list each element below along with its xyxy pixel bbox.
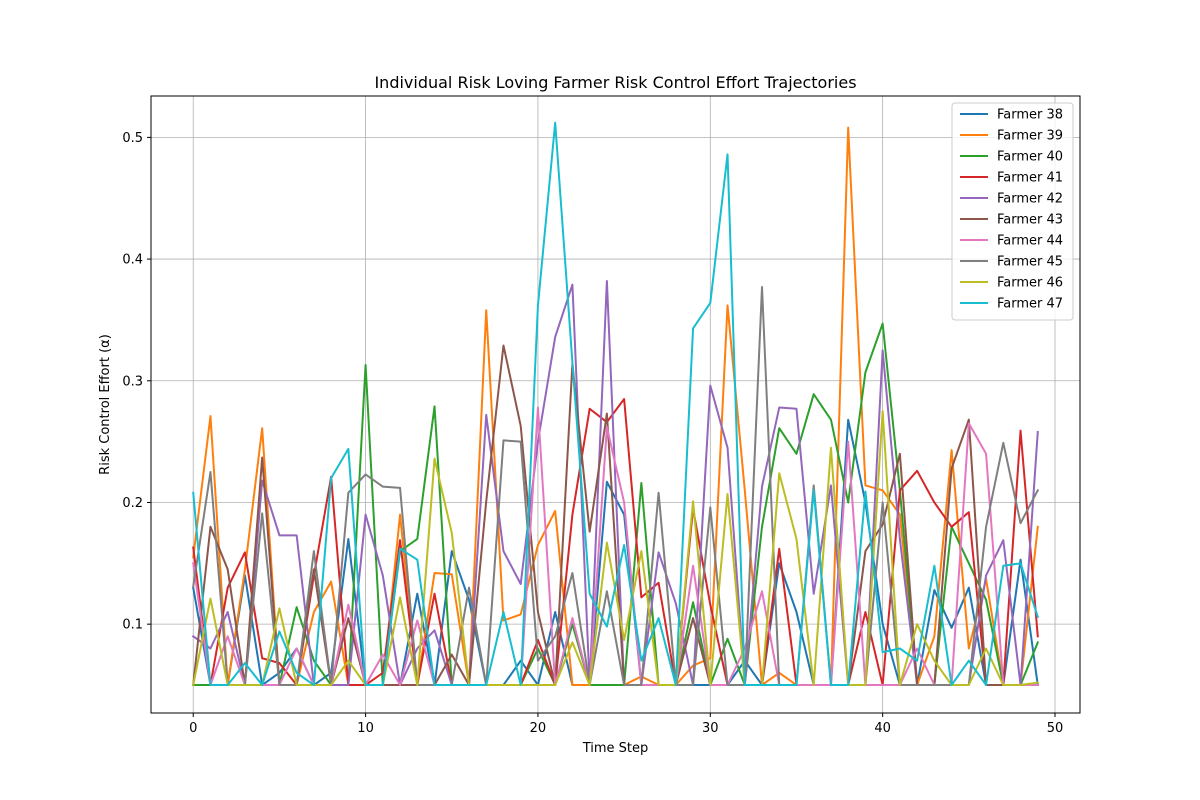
- series-line-farmer-41: [192, 398, 1039, 687]
- legend-label: Farmer 38: [997, 108, 1063, 123]
- y-tick-label: 0.2: [122, 496, 143, 511]
- legend-label: Farmer 46: [997, 276, 1063, 291]
- x-tick-label: 0: [189, 721, 197, 736]
- x-axis-label: Time Step: [582, 741, 649, 756]
- y-tick-label: 0.4: [122, 253, 143, 268]
- series-line-farmer-46: [192, 410, 1039, 687]
- y-tick-label: 0.1: [122, 618, 143, 633]
- x-tick-label: 10: [357, 721, 374, 736]
- legend-label: Farmer 44: [997, 234, 1063, 249]
- y-tick-label: 0.3: [122, 374, 143, 389]
- series-line-farmer-42: [191, 279, 1039, 687]
- legend-label: Farmer 42: [997, 192, 1063, 207]
- legend-label: Farmer 39: [997, 129, 1063, 144]
- x-tick-label: 50: [1047, 721, 1064, 736]
- legend: Farmer 38 Farmer 39 Farmer 40 Farmer 41 Farm…: [951, 102, 1074, 321]
- series-line-farmer-44: [192, 406, 1039, 687]
- legend-label: Farmer 41: [997, 171, 1063, 186]
- chart-title: Individual Risk Loving Farmer Risk Contr…: [374, 73, 856, 92]
- series-line-farmer-47: [192, 121, 1040, 687]
- y-tick-label: 0.5: [122, 131, 143, 146]
- legend-label: Farmer 47: [997, 297, 1063, 312]
- legend-box: [951, 102, 1074, 321]
- grid: [151, 96, 1080, 713]
- x-tick-label: 40: [874, 721, 891, 736]
- series-lines: [191, 121, 1040, 687]
- legend-label: Farmer 45: [997, 255, 1063, 270]
- y-axis-label: Risk Control Effort (α): [98, 334, 113, 475]
- x-tick-label: 30: [702, 721, 719, 736]
- x-tick-label: 20: [530, 721, 547, 736]
- legend-label: Farmer 43: [997, 213, 1063, 228]
- legend-label: Farmer 40: [997, 150, 1063, 165]
- plot-area-frame: [150, 95, 1081, 714]
- axis-ticks: 0 10 20 30 40 50 0.1 0.2 0.3 0.4 0.5: [122, 131, 1063, 736]
